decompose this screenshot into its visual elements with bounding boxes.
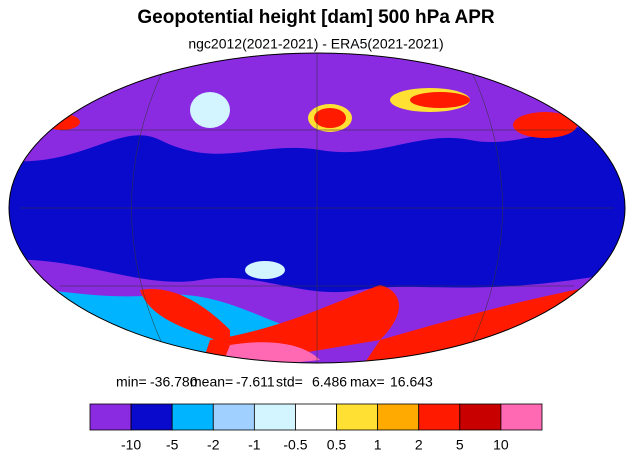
- stat-label: max=: [350, 374, 385, 390]
- colorbar-box: [500, 403, 543, 431]
- colorbar-label: 5: [456, 437, 464, 453]
- colorbar-box: [130, 403, 173, 431]
- colorbar-box: [212, 403, 255, 431]
- colorbar-label: 10: [493, 437, 509, 453]
- colorbar-box: [295, 403, 337, 431]
- colorbar-box: [418, 403, 461, 431]
- colorbar-label: 2: [415, 437, 423, 453]
- colorbar: -10 -5 -2 -1 -0.5 0.5 1 2 5 10: [89, 403, 543, 453]
- stat-label: mean=: [190, 374, 233, 390]
- colorbar-label: 1: [374, 437, 382, 453]
- map: [9, 53, 625, 363]
- colorbar-label: -2: [207, 437, 220, 453]
- stat-value: 6.486: [312, 374, 347, 390]
- colorbar-label: -10: [121, 437, 141, 453]
- colorbar-label: -0.5: [283, 437, 307, 453]
- subtitle: ngc2012(2021-2021) - ERA5(2021-2021): [188, 36, 443, 52]
- colorbar-label: -5: [166, 437, 179, 453]
- colorbar-box: [459, 403, 502, 431]
- stat-value: 16.643: [390, 374, 433, 390]
- colorbar-box: [89, 403, 132, 431]
- colorbar-label: -1: [248, 437, 261, 453]
- colorbar-box: [336, 403, 379, 431]
- stat-label: min=: [116, 374, 147, 390]
- title: Geopotential height [dam] 500 hPa APR: [137, 7, 494, 28]
- map-border: [8, 52, 626, 364]
- colorbar-box: [377, 403, 420, 431]
- colorbar-box: [171, 403, 214, 431]
- colorbar-box: [253, 403, 296, 431]
- stat-value: -7.611: [236, 374, 275, 390]
- stat-label: std=: [276, 374, 303, 390]
- colorbar-label: 0.5: [327, 437, 347, 453]
- stat-value: -36.780: [150, 374, 198, 390]
